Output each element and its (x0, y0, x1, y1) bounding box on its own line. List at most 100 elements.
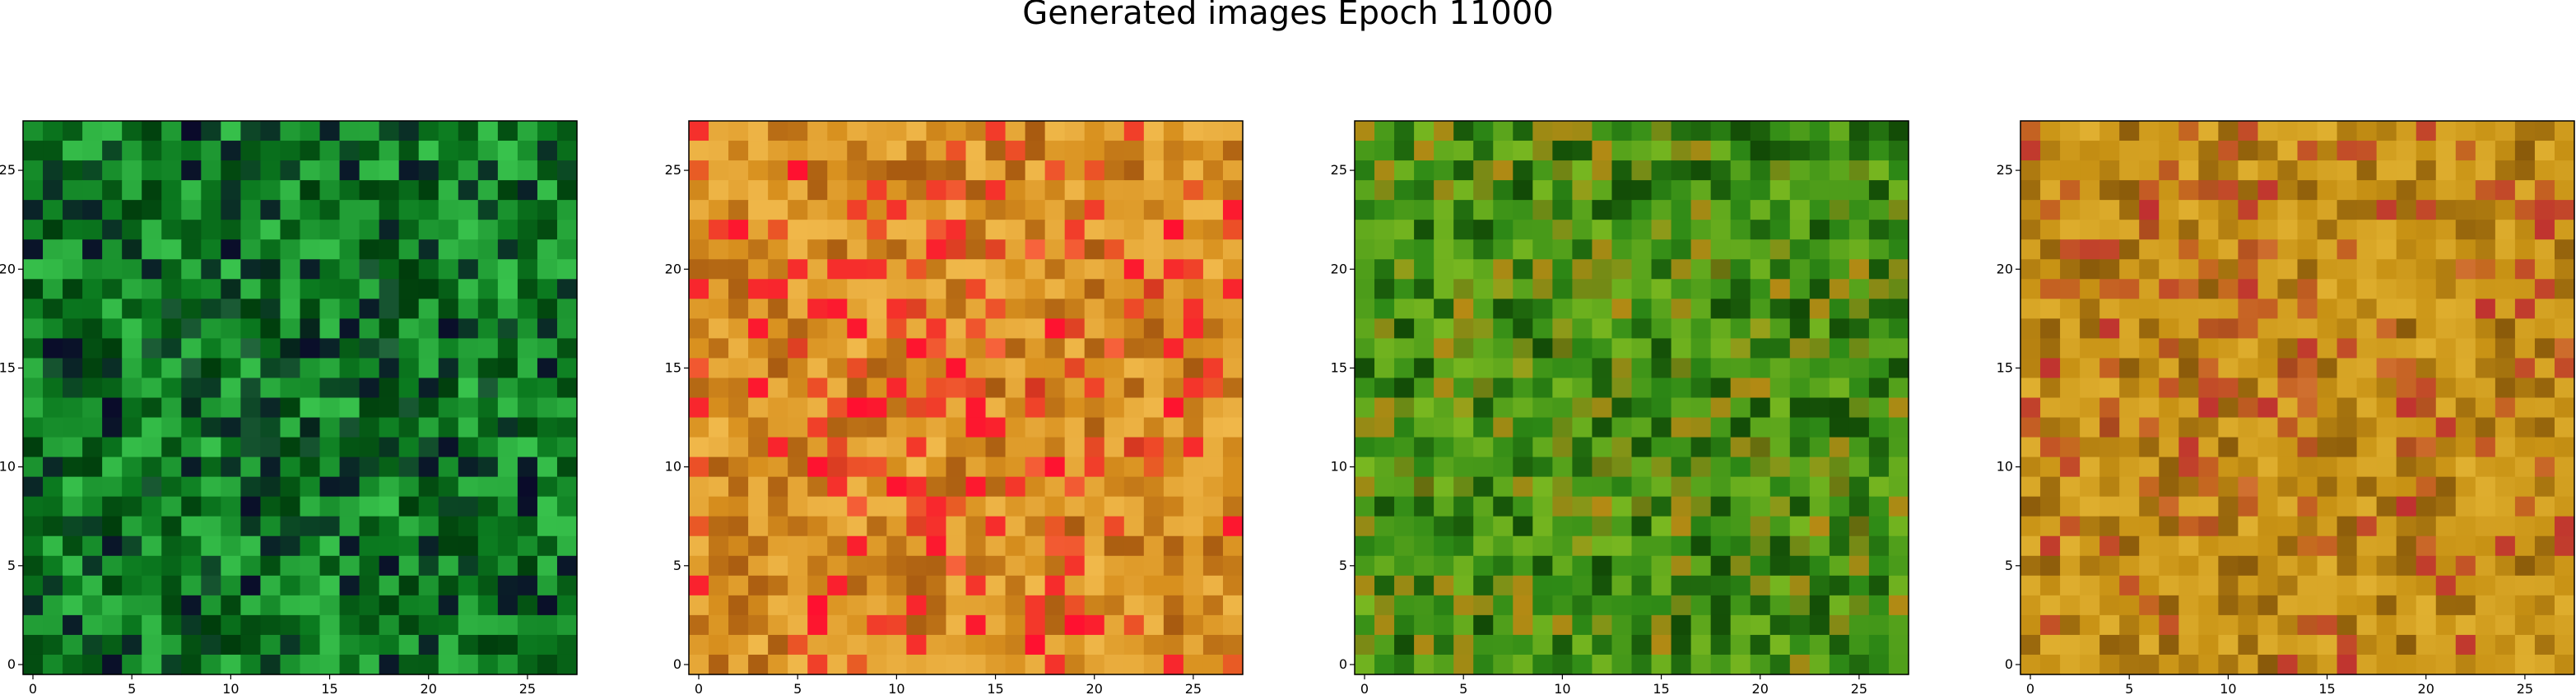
pixel-cell (102, 239, 123, 260)
pixel-cell (1611, 160, 1633, 181)
pixel-cell (1414, 200, 1434, 220)
pixel-cell (2178, 634, 2199, 656)
pixel-cell (2238, 417, 2259, 438)
pixel-cell (788, 575, 808, 596)
pixel-cell (1651, 338, 1672, 359)
pixel-cell (280, 456, 301, 478)
pixel-cell (2099, 220, 2120, 240)
pixel-cell (319, 378, 341, 399)
pixel-cell (985, 141, 1007, 161)
pixel-cell (556, 358, 578, 379)
pixel-cell (2416, 338, 2437, 359)
pixel-cell (2356, 634, 2378, 656)
pixel-cell (2534, 358, 2555, 379)
pixel-cell (2475, 160, 2496, 181)
pixel-cell (458, 141, 479, 161)
pixel-cell (2159, 338, 2179, 359)
pixel-cell (1809, 121, 1830, 141)
pixel-cell (1202, 299, 1224, 319)
pixel-cell (458, 121, 479, 141)
pixel-cell (1809, 160, 1830, 181)
pixel-cell (1888, 535, 1909, 557)
pixel-cell (161, 397, 182, 419)
pixel-cell (102, 220, 123, 240)
pixel-cell (339, 417, 360, 438)
pixel-cell (1005, 141, 1026, 161)
pixel-cell (1064, 279, 1086, 299)
pixel-cell (1044, 417, 1066, 438)
pixel-cell (1809, 358, 1830, 379)
pixel-cell (260, 160, 281, 181)
pixel-cell (1434, 318, 1454, 339)
pixel-cell (1143, 121, 1165, 141)
pixel-cell (418, 397, 439, 419)
pixel-cell (1789, 338, 1811, 359)
pixel-cell (1671, 239, 1692, 260)
pixel-cell (2139, 555, 2160, 577)
pixel-cell (1005, 595, 1026, 616)
pixel-cell (1123, 614, 1145, 636)
pixel-cell (2178, 417, 2199, 438)
pixel-cell (240, 437, 262, 458)
pixel-cell (23, 397, 44, 419)
pixel-cell (807, 358, 828, 379)
pixel-cell (1848, 496, 1870, 517)
pixel-cell (181, 338, 202, 359)
pixel-cell (768, 220, 788, 240)
pixel-cell (201, 397, 221, 419)
pixel-cell (1222, 338, 1244, 359)
pixel-cell (102, 555, 123, 577)
pixel-cell (1750, 476, 1771, 498)
pixel-cell (1394, 595, 1415, 616)
y-tick-label: 20 (1331, 261, 1347, 276)
pixel-cell (359, 555, 380, 577)
pixel-cell (260, 516, 281, 537)
pixel-cell (201, 121, 221, 141)
pixel-cell (827, 121, 848, 141)
pixel-cell (102, 318, 123, 339)
pixel-cell (2297, 535, 2318, 557)
pixel-cell (1473, 180, 1494, 201)
pixel-cell (2238, 654, 2259, 675)
pixel-cell (497, 318, 518, 339)
pixel-cell (221, 259, 241, 280)
pixel-cell (418, 476, 439, 498)
pixel-cell (2396, 338, 2417, 359)
pixel-cell (221, 595, 241, 616)
pixel-cell (2514, 378, 2536, 399)
pixel-cell (240, 180, 262, 201)
pixel-cell (906, 555, 928, 577)
pixel-cell (827, 318, 848, 339)
pixel-cell (926, 397, 947, 419)
pixel-cell (1611, 456, 1633, 478)
pixel-cell (2514, 516, 2536, 537)
pixel-cell (438, 141, 459, 161)
pixel-cell (1631, 456, 1653, 478)
pixel-cell (1552, 555, 1573, 577)
pixel-cell (2060, 239, 2081, 260)
pixel-cell (23, 516, 44, 537)
pixel-cell (689, 121, 709, 141)
pixel-cell (2238, 338, 2259, 359)
pixel-cell (2238, 496, 2259, 517)
pixel-cell (768, 634, 788, 656)
pixel-cell (1394, 259, 1415, 280)
pixel-cell (926, 121, 947, 141)
pixel-cell (748, 575, 769, 596)
pixel-cell (1532, 516, 1553, 537)
pixel-cell (1044, 456, 1066, 478)
pixel-cell (43, 338, 63, 359)
pixel-cell (1552, 496, 1573, 517)
pixel-cell (82, 595, 103, 616)
pixel-cell (1690, 595, 1712, 616)
pixel-cell (300, 654, 321, 675)
pixel-cell (43, 555, 63, 577)
pixel-cell (1730, 220, 1751, 240)
pixel-cell (1809, 614, 1830, 636)
pixel-cell (2396, 259, 2417, 280)
pixel-cell (906, 496, 928, 517)
pixel-cell (1025, 437, 1046, 458)
pixel-cell (2178, 299, 2199, 319)
pixel-cell (1355, 259, 1375, 280)
pixel-cell (1084, 397, 1105, 419)
